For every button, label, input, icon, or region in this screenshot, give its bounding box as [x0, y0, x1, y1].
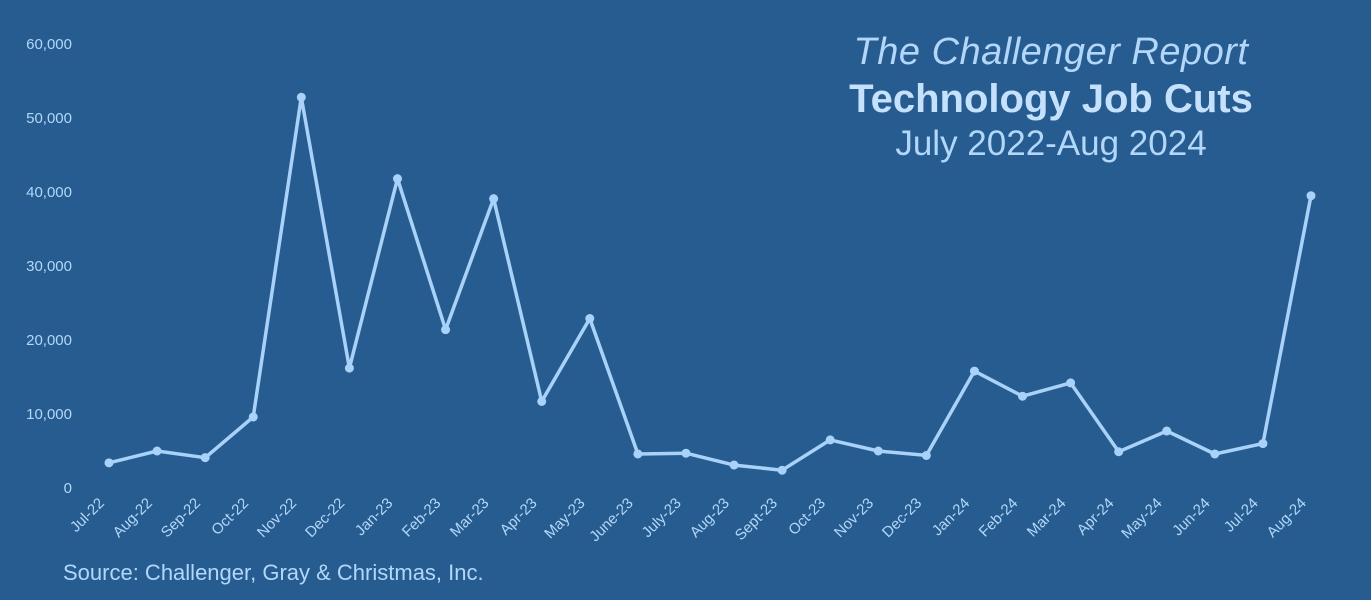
data-point — [200, 453, 210, 463]
data-point — [1306, 191, 1316, 201]
y-tick-label: 0 — [64, 480, 72, 497]
y-tick-label: 30,000 — [26, 258, 72, 275]
x-tick-label: Jul-24 — [1221, 495, 1262, 536]
x-tick-label: July-23 — [639, 495, 685, 541]
data-point — [392, 174, 402, 184]
x-tick-label: Apr-24 — [1074, 495, 1118, 539]
x-tick-label: Oct-23 — [785, 495, 829, 539]
x-tick-label: June-23 — [586, 495, 636, 545]
data-point — [441, 325, 451, 335]
data-point — [296, 92, 306, 102]
data-point — [152, 446, 162, 456]
x-tick-label: Aug-24 — [1264, 495, 1310, 541]
series-line — [108, 95, 1313, 472]
data-point — [1162, 426, 1172, 436]
data-point — [825, 435, 835, 445]
data-point — [1018, 391, 1028, 401]
x-tick-label: Jun-24 — [1169, 495, 1213, 539]
y-tick-label: 40,000 — [26, 184, 72, 201]
x-tick-label: May-24 — [1118, 495, 1165, 542]
data-point — [681, 448, 691, 458]
x-tick-label: Mar-23 — [447, 495, 493, 541]
x-tick-label: Nov-22 — [254, 495, 300, 541]
data-point — [585, 314, 595, 324]
data-point — [1066, 378, 1076, 388]
title-block: The Challenger Report Technology Job Cut… — [771, 28, 1331, 166]
x-tick-label: Dec-23 — [879, 495, 925, 541]
data-point — [1258, 439, 1268, 449]
x-tick-label: Nov-23 — [831, 495, 877, 541]
x-tick-label: Feb-24 — [976, 495, 1022, 541]
source-note: Source: Challenger, Gray & Christmas, In… — [63, 560, 484, 585]
series-job-cuts — [104, 92, 1316, 475]
x-tick-label: Jan-23 — [352, 495, 396, 539]
data-point — [921, 450, 931, 460]
y-tick-label: 50,000 — [26, 110, 72, 127]
x-tick-label: Jul-22 — [67, 495, 108, 536]
x-tick-label: May-23 — [541, 495, 588, 542]
x-tick-label: Aug-23 — [687, 495, 733, 541]
data-point — [104, 458, 114, 468]
data-point — [633, 449, 643, 459]
data-point — [1210, 449, 1220, 459]
x-tick-label: Feb-23 — [399, 495, 445, 541]
data-point — [489, 194, 499, 204]
x-tick-label: Dec-22 — [302, 495, 348, 541]
x-tick-label: Apr-23 — [497, 495, 541, 539]
data-point — [344, 363, 354, 373]
data-point — [969, 366, 979, 376]
y-axis: 0 10,000 20,000 30,000 40,000 50,000 60,000 — [26, 36, 72, 497]
x-tick-label: Jan-24 — [929, 495, 973, 539]
data-point — [777, 465, 787, 475]
x-tick-label: Sept-23 — [732, 495, 781, 544]
x-tick-label: Oct-22 — [208, 495, 252, 539]
chart-subtitle: July 2022-Aug 2024 — [895, 124, 1207, 163]
data-point — [873, 446, 883, 456]
chart-title: Technology Job Cuts — [849, 77, 1253, 121]
x-tick-label: Mar-24 — [1024, 495, 1070, 541]
chart-title-report: The Challenger Report — [853, 31, 1249, 73]
data-point — [729, 460, 739, 470]
data-point — [248, 412, 258, 422]
y-tick-label: 10,000 — [26, 406, 72, 423]
data-point — [537, 396, 547, 406]
y-tick-label: 60,000 — [26, 36, 72, 53]
x-tick-label: Aug-22 — [110, 495, 156, 541]
y-tick-label: 20,000 — [26, 332, 72, 349]
x-axis: Jul-22 Aug-22 Sep-22 Oct-22 Nov-22 Dec-22 Jan-… — [67, 495, 1310, 545]
x-tick-label: Sep-22 — [158, 495, 204, 541]
data-point — [1114, 447, 1124, 457]
